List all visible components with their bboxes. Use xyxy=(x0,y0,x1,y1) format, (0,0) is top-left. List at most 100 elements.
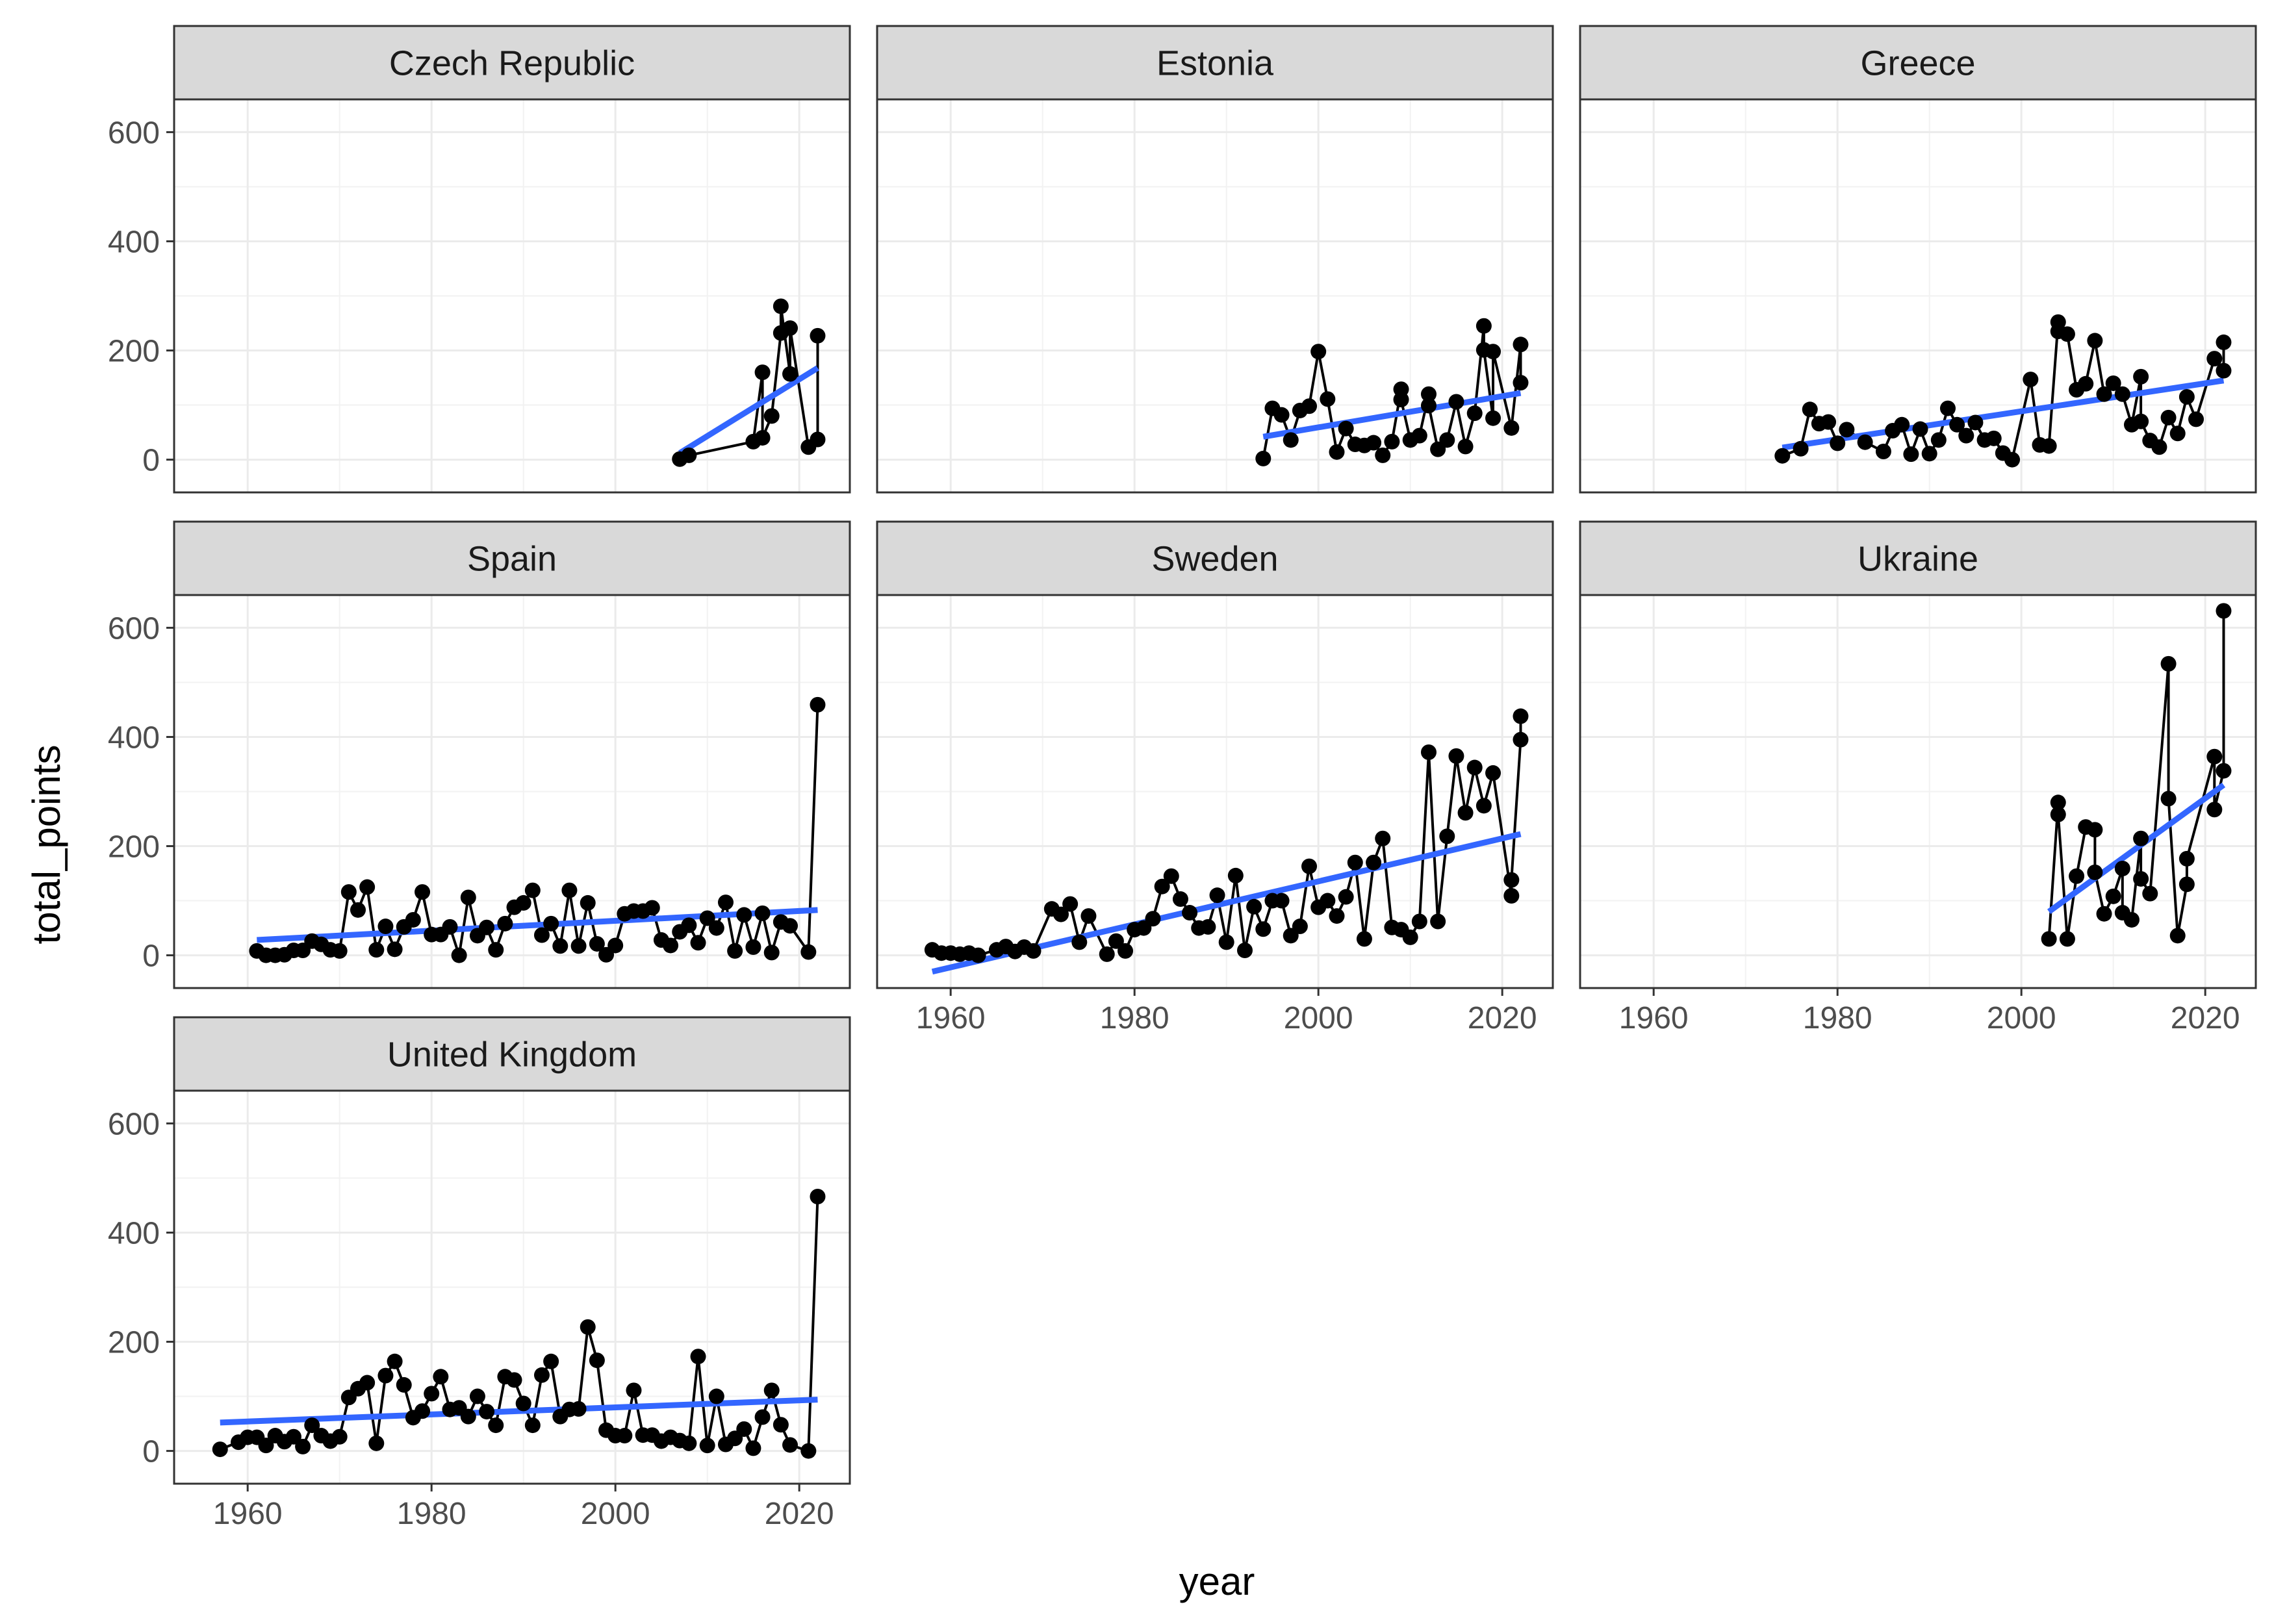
data-point xyxy=(2178,876,2195,893)
y-tick-label: 600 xyxy=(108,1107,160,1141)
data-point xyxy=(699,1438,715,1454)
data-point xyxy=(2133,830,2149,846)
y-tick-label: 0 xyxy=(142,939,160,974)
data-point xyxy=(387,1353,403,1369)
data-point xyxy=(580,1319,596,1335)
data-point xyxy=(2114,860,2130,876)
data-point xyxy=(1802,401,1818,418)
data-point xyxy=(681,917,697,933)
data-point xyxy=(570,938,587,954)
facet-strip-label: Spain xyxy=(467,540,557,579)
data-point xyxy=(1154,878,1170,894)
data-point xyxy=(479,919,495,935)
data-point xyxy=(1118,943,1134,959)
data-point xyxy=(1875,443,1891,459)
facet-strip xyxy=(1579,520,2257,596)
data-point xyxy=(2160,655,2177,672)
data-point xyxy=(736,907,752,923)
data-point xyxy=(1329,444,1345,460)
data-point xyxy=(1466,759,1483,776)
data-point xyxy=(405,911,421,928)
data-point xyxy=(1503,887,1520,904)
data-point xyxy=(479,1404,495,1420)
panel-border xyxy=(876,594,1554,989)
data-point xyxy=(589,935,605,952)
data-point xyxy=(754,1409,771,1425)
facet-strip xyxy=(173,1016,851,1092)
data-point xyxy=(469,1388,485,1404)
data-point xyxy=(524,882,541,898)
data-point xyxy=(2023,372,2039,388)
data-point xyxy=(580,894,596,911)
data-point xyxy=(1080,908,1097,924)
data-point xyxy=(2169,425,2186,442)
data-point xyxy=(2216,334,2232,350)
data-point xyxy=(1356,931,1372,947)
data-point xyxy=(2151,439,2167,455)
trend-line xyxy=(678,365,819,456)
data-point xyxy=(2206,748,2223,765)
data-point xyxy=(1420,398,1437,414)
y-tick-label: 0 xyxy=(142,1435,160,1469)
data-point xyxy=(515,1395,531,1412)
data-point xyxy=(644,900,660,916)
data-point xyxy=(2041,438,2057,454)
data-point xyxy=(460,1408,476,1425)
data-point xyxy=(1025,943,1041,959)
data-point xyxy=(2216,763,2232,779)
data-point xyxy=(1485,344,1501,360)
x-tick-label: 2000 xyxy=(1987,1001,2056,1035)
y-tick-label: 400 xyxy=(108,720,160,755)
data-point xyxy=(488,1417,504,1434)
panel-ukraine: Ukraine 1960 1980 2000 2020 xyxy=(1579,520,2257,1035)
data-point xyxy=(1912,421,1928,437)
facet-strip xyxy=(1579,25,2257,101)
x-tick-label: 1980 xyxy=(1100,1001,1169,1035)
data-point xyxy=(1255,450,1271,466)
data-point xyxy=(2096,386,2112,402)
data-point xyxy=(1503,872,1520,888)
data-point xyxy=(304,1417,320,1434)
facet-strip xyxy=(876,25,1554,101)
y-tick-label: 600 xyxy=(108,611,160,646)
data-point xyxy=(2050,794,2066,811)
data-point xyxy=(506,1372,522,1388)
x-tick-label: 2020 xyxy=(1468,1001,1537,1035)
data-point xyxy=(1921,446,1937,462)
x-tick-label: 1960 xyxy=(213,1497,283,1531)
data-point xyxy=(295,1438,311,1454)
data-point xyxy=(1273,893,1290,909)
data-point xyxy=(340,884,357,900)
data-point xyxy=(258,1438,274,1454)
panel-estonia: Estonia xyxy=(876,25,1554,494)
data-point xyxy=(690,935,706,951)
data-point xyxy=(570,1401,587,1417)
data-point xyxy=(1476,318,1492,334)
data-point xyxy=(1062,896,1079,912)
data-point xyxy=(2059,326,2075,342)
data-point xyxy=(1485,410,1501,426)
data-point xyxy=(2216,603,2232,619)
data-point xyxy=(717,894,734,911)
data-point xyxy=(589,1352,605,1369)
data-point xyxy=(561,882,578,898)
data-point xyxy=(1255,921,1271,937)
facet-strip xyxy=(173,25,851,101)
data-point xyxy=(607,937,624,954)
trend-line xyxy=(1782,377,2225,451)
x-tick-label: 2020 xyxy=(2171,1001,2240,1035)
x-tick-label: 1960 xyxy=(1619,1001,1689,1035)
data-point xyxy=(2087,333,2103,349)
data-point xyxy=(2123,911,2140,928)
data-point xyxy=(424,1386,440,1402)
facet-strip-label: United Kingdom xyxy=(387,1035,637,1074)
data-point xyxy=(2041,931,2057,947)
data-point xyxy=(1839,422,1855,438)
y-tick-label: 200 xyxy=(108,335,160,369)
data-point xyxy=(1457,805,1474,821)
data-point xyxy=(1182,905,1198,921)
data-point xyxy=(415,884,431,900)
panel-border xyxy=(173,98,851,494)
data-point xyxy=(2096,906,2112,922)
data-point xyxy=(1939,400,1956,416)
